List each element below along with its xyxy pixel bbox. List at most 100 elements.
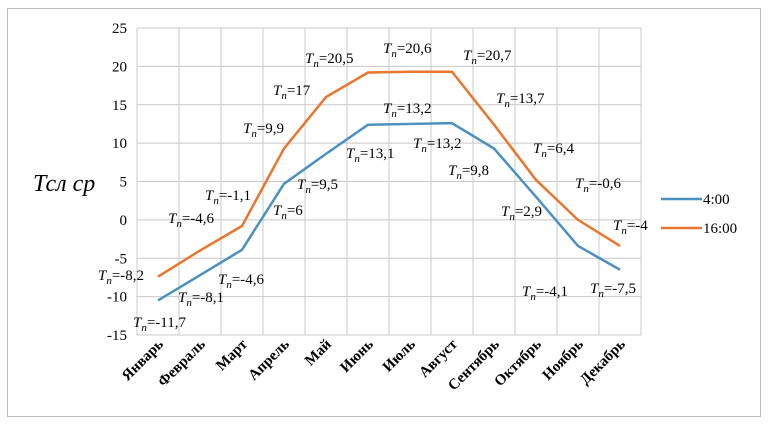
label-prefix: T <box>413 136 423 152</box>
data-label: Tn=6 <box>273 203 303 222</box>
series-line-1600 <box>157 70 621 278</box>
label-subscript: n <box>141 322 147 334</box>
label-value: =20,6 <box>397 41 432 57</box>
data-label: Tn=9,8 <box>448 163 489 182</box>
label-subscript: n <box>456 170 462 182</box>
label-prefix: T <box>168 211 178 227</box>
label-prefix: T <box>448 163 458 179</box>
label-value: =13,1 <box>360 146 395 162</box>
data-label: Tn=20,5 <box>305 51 354 70</box>
y-tick-label: -5 <box>115 251 128 267</box>
y-tick-label: -10 <box>107 290 127 306</box>
label-value: =20,7 <box>477 48 512 64</box>
label-value: =6 <box>287 203 303 219</box>
data-label: Tn=-7,5 <box>590 281 636 300</box>
label-value: =2,9 <box>515 204 542 220</box>
data-label: Tn=13,7 <box>496 91 545 110</box>
data-label: Tn=-8,1 <box>178 290 224 309</box>
label-prefix: T <box>305 51 315 67</box>
x-tick-label: Апрель <box>246 336 293 383</box>
x-tick-label: Декабрь <box>577 336 629 388</box>
label-value: =-4,1 <box>536 284 568 300</box>
label-subscript: n <box>583 183 589 195</box>
label-subscript: n <box>313 58 319 70</box>
label-prefix: T <box>575 176 585 192</box>
label-prefix: T <box>218 272 228 288</box>
label-subscript: n <box>598 288 604 300</box>
y-tick-label: -15 <box>107 328 127 344</box>
label-subscript: n <box>391 108 397 120</box>
label-prefix: T <box>205 188 215 204</box>
y-tick-label: 5 <box>120 175 128 191</box>
label-value: =-8,2 <box>112 268 144 284</box>
x-tick-label: Июнь <box>337 336 376 375</box>
series-line-400 <box>157 121 621 302</box>
chart-frame <box>7 8 761 417</box>
label-value: =13,2 <box>427 136 462 152</box>
label-subscript: n <box>354 153 360 165</box>
label-subscript: n <box>186 297 192 309</box>
label-value: =13,7 <box>510 91 545 107</box>
label-prefix: T <box>590 281 600 297</box>
label-subscript: n <box>509 211 515 223</box>
legend-label: 4:00 <box>703 192 730 208</box>
data-label: Tn=13,2 <box>413 136 462 155</box>
label-value: =9,9 <box>257 121 284 137</box>
label-prefix: T <box>297 177 307 193</box>
label-subscript: n <box>281 90 287 102</box>
label-value: =-0,6 <box>589 176 622 192</box>
label-prefix: T <box>533 141 543 157</box>
label-subscript: n <box>176 218 182 230</box>
label-prefix: T <box>613 218 623 234</box>
label-subscript: n <box>471 55 477 67</box>
data-label: Tn=-11,7 <box>133 315 186 334</box>
y-tick-label: 25 <box>112 21 127 37</box>
label-value: =-4 <box>627 218 648 234</box>
data-label: Tn=13,1 <box>346 146 395 165</box>
data-label: Tn=20,7 <box>463 48 512 67</box>
label-subscript: n <box>251 128 257 140</box>
label-prefix: T <box>178 290 188 306</box>
label-value: =9,8 <box>462 163 489 179</box>
label-subscript: n <box>281 210 287 222</box>
label-value: =13,2 <box>397 101 432 117</box>
label-prefix: T <box>383 101 393 117</box>
data-label: Tn=-1,1 <box>205 188 251 207</box>
legend-label: 16:00 <box>703 221 737 237</box>
data-label: Tn=17 <box>273 83 311 102</box>
label-subscript: n <box>504 98 510 110</box>
label-value: =-4,6 <box>232 272 265 288</box>
label-prefix: T <box>383 41 393 57</box>
label-subscript: n <box>530 291 536 303</box>
label-prefix: T <box>501 204 511 220</box>
y-tick-label: 0 <box>120 213 128 229</box>
label-subscript: n <box>213 195 219 207</box>
y-tick-label: 10 <box>112 136 127 152</box>
label-value: =-7,5 <box>604 281 636 297</box>
label-value: =-8,1 <box>192 290 224 306</box>
data-label: Tn=9,9 <box>243 121 284 140</box>
data-label: Tn=-0,6 <box>575 176 622 195</box>
data-label: Tn=-8,2 <box>98 268 144 287</box>
x-tick-label: Март <box>213 336 251 374</box>
x-tick-label: Октябрь <box>492 336 545 389</box>
data-label: Tn=9,5 <box>297 177 338 196</box>
label-prefix: T <box>273 203 283 219</box>
data-label: Tn=2,9 <box>501 204 542 223</box>
label-prefix: T <box>463 48 473 64</box>
data-label: Tn=-4,6 <box>168 211 215 230</box>
label-value: =-4,6 <box>182 211 215 227</box>
x-tick-label: Май <box>302 336 335 369</box>
label-value: =6,4 <box>547 141 575 157</box>
label-subscript: n <box>106 275 112 287</box>
label-subscript: n <box>621 225 627 237</box>
label-value: =-11,7 <box>147 315 187 331</box>
label-prefix: T <box>273 83 283 99</box>
data-label: Tn=-4,6 <box>218 272 265 291</box>
label-value: =-1,1 <box>219 188 251 204</box>
label-value: =20,5 <box>319 51 354 67</box>
label-prefix: T <box>496 91 506 107</box>
label-subscript: n <box>421 143 427 155</box>
data-label: Tn=-4,1 <box>522 284 568 303</box>
